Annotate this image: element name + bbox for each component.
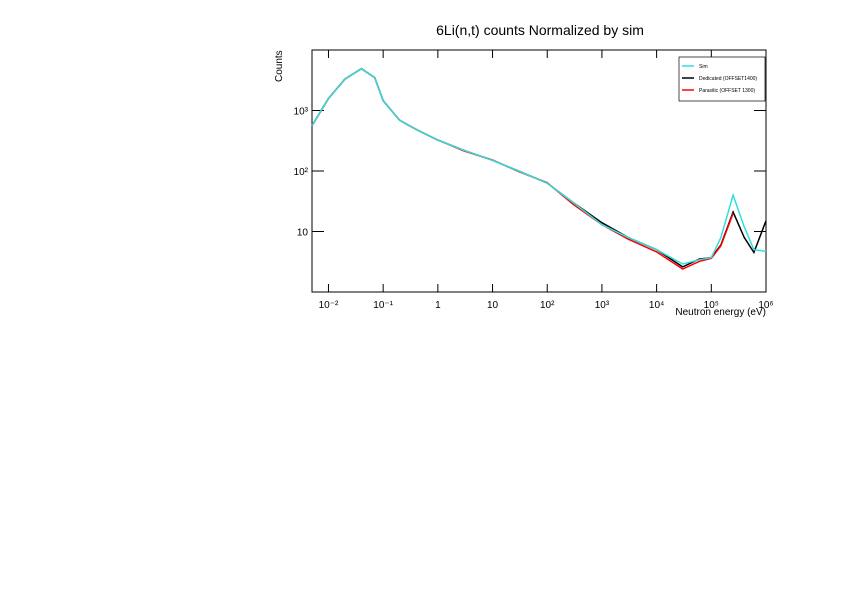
x-tick-label: 10⁻¹ — [373, 300, 393, 311]
x-tick-label: 10⁴ — [649, 300, 664, 311]
y-tick-label: 10 — [297, 228, 309, 239]
x-tick-label: 1 — [435, 300, 441, 311]
series-line — [311, 67, 767, 265]
x-tick-label: 10³ — [595, 300, 610, 311]
legend-label: Dedicated (OFFSET1400) — [699, 76, 757, 82]
x-tick-label: 10² — [540, 300, 555, 311]
y-tick-label: 10³ — [294, 107, 309, 118]
legend-label: Sim — [699, 64, 708, 70]
legend-label: Parasitic (OFFSET 1300) — [699, 88, 755, 94]
y-tick-label: 10² — [294, 167, 309, 178]
x-tick-label: 10⁻² — [319, 300, 339, 311]
chart-title: 6Li(n,t) counts Normalized by sim — [436, 22, 644, 38]
y-axis-title: Counts — [274, 50, 285, 82]
x-axis-title: Neutron energy (eV) — [675, 307, 766, 318]
x-tick-label: 10 — [487, 300, 499, 311]
series-line — [311, 67, 734, 270]
legend-box — [678, 56, 766, 102]
x-tick-label: 10⁶ — [758, 300, 773, 311]
x-tick-label: 10⁵ — [704, 300, 719, 311]
